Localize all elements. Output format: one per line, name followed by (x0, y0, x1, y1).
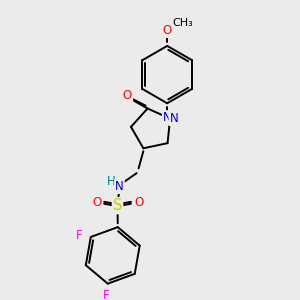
Text: O: O (163, 24, 172, 37)
Text: O: O (134, 196, 143, 209)
Text: O: O (92, 196, 101, 209)
Text: N: N (169, 112, 178, 125)
Text: O: O (123, 88, 132, 102)
Text: N: N (163, 111, 172, 124)
Text: F: F (103, 289, 109, 300)
Text: F: F (76, 229, 83, 242)
Text: CH₃: CH₃ (172, 18, 193, 28)
Text: H: H (106, 175, 115, 188)
Text: S: S (113, 198, 122, 213)
Text: N: N (115, 180, 124, 193)
